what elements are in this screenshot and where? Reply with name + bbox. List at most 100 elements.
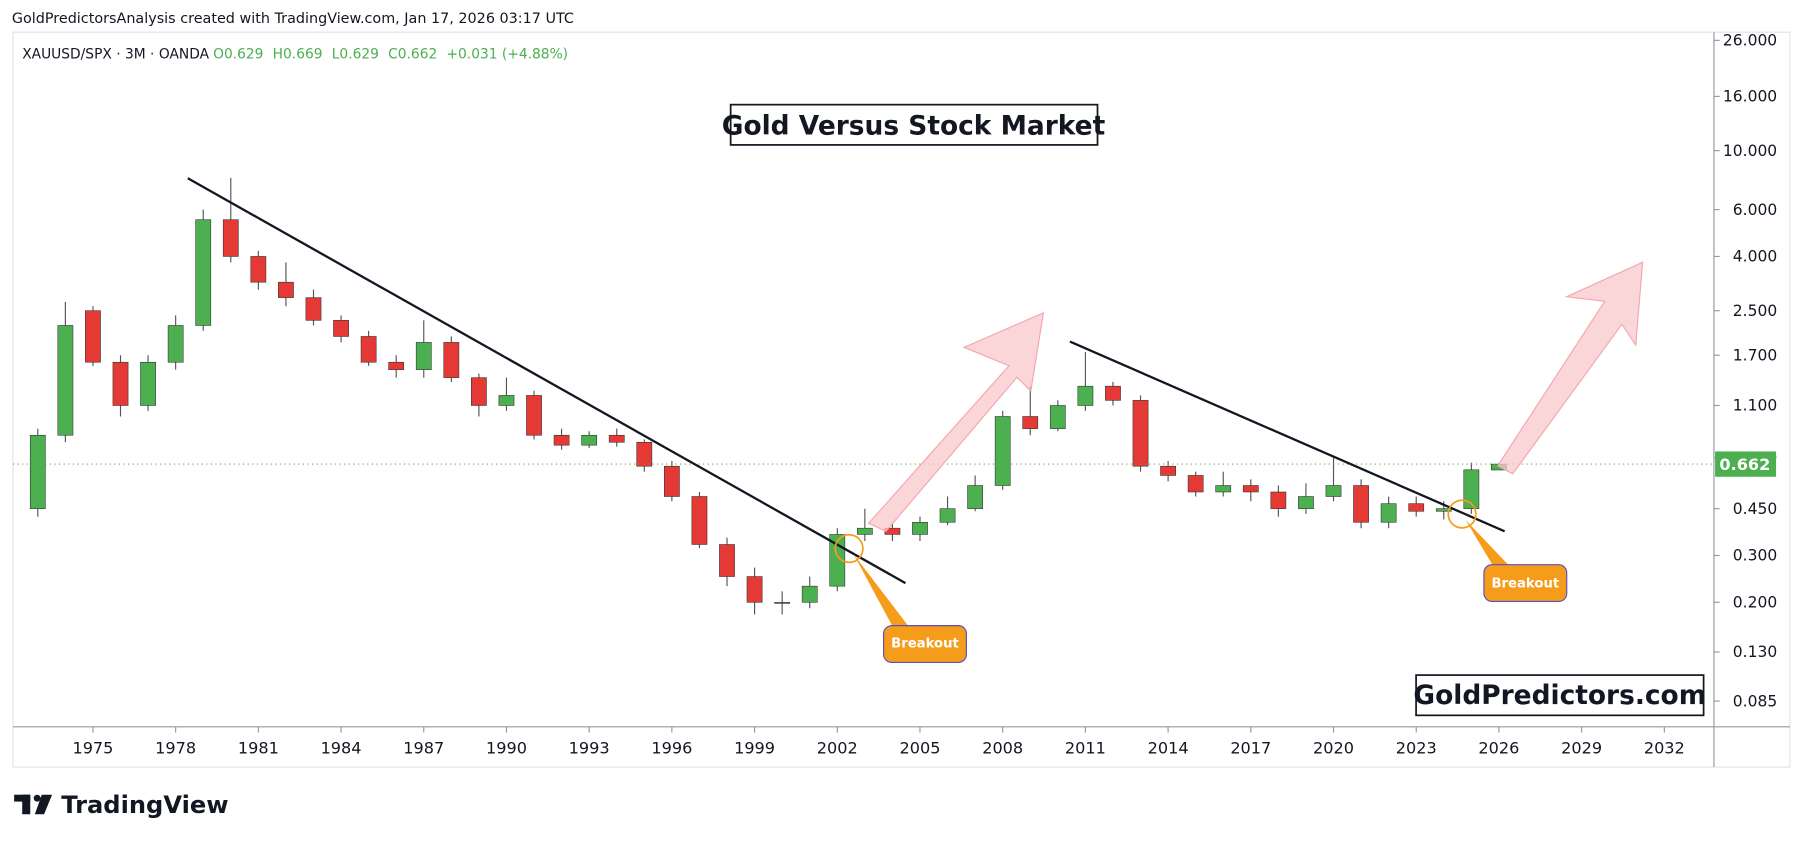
y-tick-label: 0.200: [1733, 593, 1777, 611]
candle-body: [801, 585, 818, 603]
candle-body: [691, 496, 708, 545]
x-tick-label: 1978: [155, 738, 196, 757]
callout-box: [883, 625, 967, 664]
y-tick-label: 10.000: [1723, 142, 1777, 160]
candle-body: [1325, 485, 1342, 497]
trend-line: [187, 177, 907, 585]
title-box: [729, 103, 1099, 146]
candle-body: [250, 256, 267, 283]
x-tick-label: 2026: [1478, 738, 1519, 757]
candle-body: [1105, 385, 1121, 401]
x-tick-label: 2017: [1230, 738, 1271, 757]
y-tick-label: 1.100: [1733, 397, 1777, 415]
chart-title: Gold Versus Stock Market: [722, 111, 1106, 142]
header: GoldPredictorsAnalysis created with Trad…: [12, 11, 574, 27]
callout-box: [1483, 564, 1568, 603]
candle-body: [1463, 469, 1480, 509]
y-tick-label: 16.000: [1723, 88, 1777, 106]
callout-text: Breakout: [1491, 577, 1559, 592]
candle-body: [167, 325, 184, 363]
candle-body: [443, 342, 460, 378]
breakout-circle: [1447, 499, 1477, 529]
candle-body: [912, 521, 928, 535]
callout-pointer: [853, 554, 909, 627]
candle-body: [939, 508, 956, 523]
candle-body: [1132, 400, 1149, 467]
candle-body: [581, 434, 598, 446]
candle-body: [1022, 416, 1039, 429]
ohlc-item: C0.662: [388, 47, 437, 63]
ohlc-legend: O0.629 H0.669 L0.629 C0.662 +0.031 (+4.88%): [213, 47, 568, 63]
up-arrow: [1496, 261, 1644, 475]
x-tick-label: 2023: [1396, 738, 1437, 757]
x-tick-label: 1984: [321, 738, 362, 757]
trend-line: [1069, 340, 1506, 533]
logo-icon: [14, 794, 53, 815]
y-tick-label: 1.700: [1733, 346, 1777, 364]
frame: [12, 31, 1791, 768]
x-tick-label: 2032: [1644, 738, 1685, 757]
candle-body: [1049, 405, 1066, 429]
candle-body: [664, 465, 680, 497]
breakout-circle: [834, 533, 864, 564]
y-tick-label: 0.300: [1733, 547, 1777, 565]
candle-body: [222, 219, 239, 257]
candle-body: [608, 434, 625, 443]
watermark-box: [1415, 674, 1705, 717]
ohlc-item: L0.629: [332, 47, 379, 63]
candle-body: [1160, 465, 1176, 476]
footer-logo: TradingView: [61, 791, 228, 819]
y-tick-label: 0.450: [1733, 500, 1777, 518]
candle-body: [1353, 485, 1369, 523]
candle-body: [498, 395, 515, 406]
candle-body: [29, 434, 46, 509]
candle-body: [140, 361, 156, 406]
candle-body: [1270, 491, 1287, 509]
x-tick-label: 1975: [72, 738, 113, 757]
candle-body: [360, 336, 377, 363]
y-tick-label: 2.500: [1733, 302, 1777, 320]
candle-body: [1380, 503, 1397, 523]
y-tick-label: 0.130: [1733, 643, 1777, 661]
candle-body: [1215, 485, 1232, 493]
y-tick-label: 26.000: [1723, 32, 1777, 50]
x-tick-label: 1987: [403, 738, 444, 757]
candle-body: [526, 395, 542, 436]
candle-body: [85, 310, 101, 363]
x-tick-label: 1996: [651, 738, 692, 757]
x-tick-label: 2008: [982, 738, 1023, 757]
candle-body: [415, 342, 432, 370]
candle-body: [967, 485, 983, 509]
candle-body: [305, 297, 322, 321]
x-tick-label: 1981: [238, 738, 279, 757]
candle-body: [1298, 496, 1314, 509]
candle-body: [1435, 508, 1452, 512]
callout-text: Breakout: [891, 636, 959, 651]
candle-body: [746, 576, 763, 603]
candle-body: [57, 325, 74, 436]
candle-body: [553, 434, 570, 446]
candle-body: [1077, 385, 1094, 406]
x-tick-label: 2005: [900, 738, 941, 757]
x-tick-label: 1993: [569, 738, 610, 757]
candle-body: [388, 361, 405, 370]
x-tick-label: 2029: [1561, 738, 1602, 757]
up-arrow: [867, 311, 1045, 533]
candle-body: [636, 441, 653, 467]
x-tick-label: 2002: [817, 738, 858, 757]
x-tick-label: 2020: [1313, 738, 1354, 757]
candle-body: [856, 527, 873, 535]
last-price-label: 0.662: [1719, 455, 1770, 474]
candle-body: [1408, 503, 1425, 512]
symbol: XAUUSD/SPX · 3M · OANDA: [22, 47, 209, 63]
ohlc-item: +0.031 (+4.88%): [446, 47, 568, 63]
ohlc-item: O0.629: [213, 47, 263, 63]
ohlc-item: H0.669: [273, 47, 323, 63]
watermark: GoldPredictors.com: [1413, 680, 1706, 711]
candle-body: [471, 377, 487, 406]
candle-body: [1242, 485, 1259, 493]
candle-body: [195, 219, 212, 326]
last-price-box: [1715, 451, 1777, 477]
candle-body: [112, 361, 129, 406]
